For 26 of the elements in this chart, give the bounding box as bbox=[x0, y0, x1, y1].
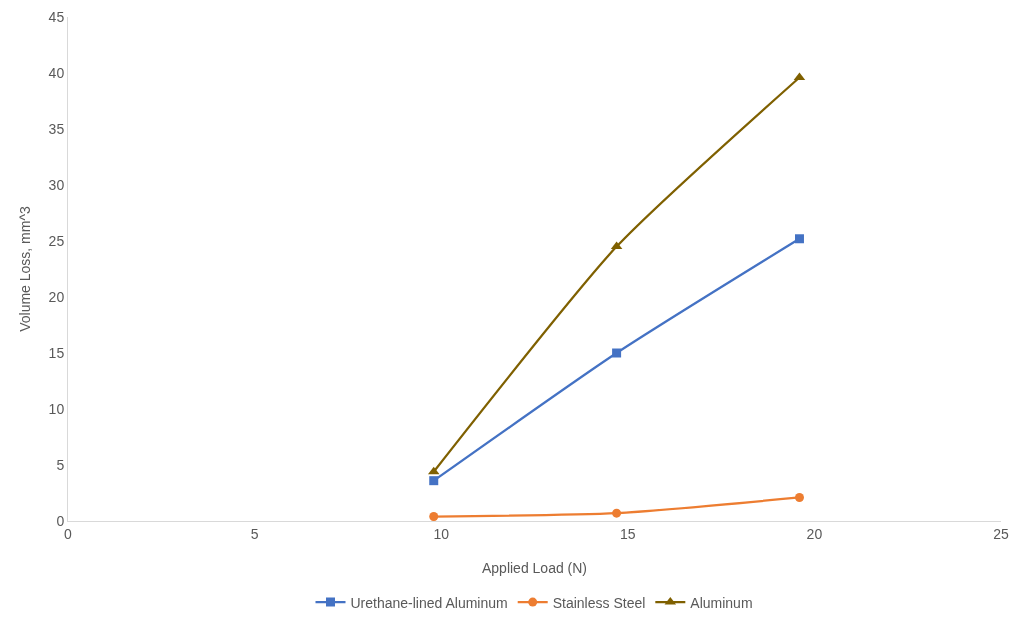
y-tick-label: 40 bbox=[48, 64, 65, 81]
x-tick-label: 20 bbox=[806, 525, 823, 542]
y-axis-title: Volume Loss, mm^3 bbox=[17, 205, 33, 332]
x-tick-label: 25 bbox=[993, 525, 1009, 542]
y-tick-label: 30 bbox=[48, 176, 65, 193]
x-tick-label: 10 bbox=[433, 525, 450, 542]
x-tick-label: 5 bbox=[250, 525, 259, 542]
y-tick-label: 5 bbox=[56, 456, 65, 473]
x-tick-label: 15 bbox=[620, 525, 636, 542]
legend-label: Urethane-lined Aluminum bbox=[350, 594, 508, 611]
y-tick-label: 35 bbox=[48, 120, 65, 137]
point bbox=[612, 508, 622, 518]
y-tick-label: 45 bbox=[48, 8, 65, 25]
y-tick-label: 15 bbox=[48, 344, 65, 361]
point bbox=[429, 476, 439, 486]
point bbox=[794, 234, 804, 244]
point bbox=[794, 492, 804, 502]
y-tick-label: 25 bbox=[48, 232, 65, 249]
y-tick-label: 20 bbox=[48, 288, 65, 305]
point bbox=[429, 512, 439, 521]
legend-label: Aluminum bbox=[690, 594, 753, 611]
point bbox=[612, 348, 622, 358]
y-tick-label: 10 bbox=[48, 400, 65, 417]
x-axis-title: Applied Load (N) bbox=[481, 560, 588, 576]
legend-label: Stainless Steel bbox=[552, 594, 646, 611]
y-tick-label: 0 bbox=[56, 512, 65, 529]
